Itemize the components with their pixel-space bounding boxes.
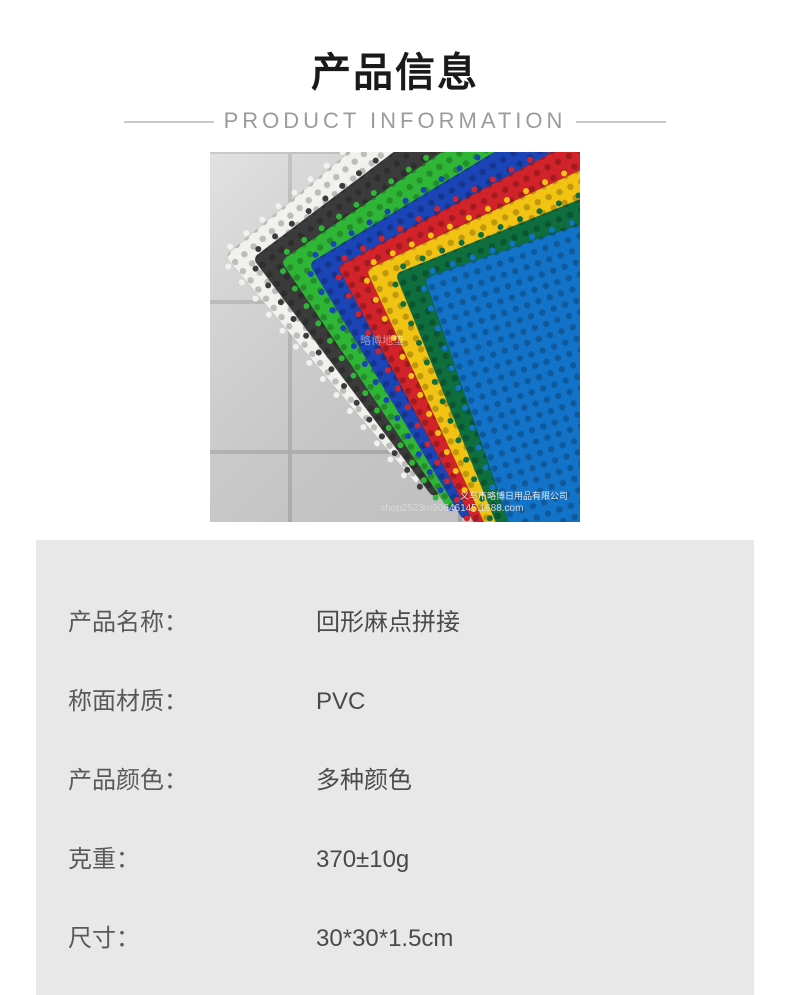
spec-value: 370±10g bbox=[316, 846, 409, 874]
watermark-center: 略博地垫 bbox=[360, 332, 404, 348]
spec-value: 多种颜色 bbox=[316, 760, 412, 795]
spec-row: 产品颜色：多种颜色 bbox=[36, 738, 754, 817]
watermark-url: shop2523m90646145.1688.com bbox=[380, 503, 523, 514]
spec-label: 称面材质： bbox=[68, 681, 316, 716]
spec-row: 称面材质：PVC bbox=[36, 659, 754, 738]
product-image: 略博地垫 义乌市略博日用品有限公司 shop2523m90646145.1688… bbox=[210, 152, 580, 522]
spec-label: 尺寸： bbox=[68, 918, 316, 953]
spec-value: 回形麻点拼接 bbox=[316, 602, 460, 637]
spec-label: 产品名称： bbox=[68, 602, 316, 637]
spec-label: 克重： bbox=[68, 839, 316, 874]
title-english: PRODUCT INFORMATION bbox=[224, 108, 567, 134]
spec-row: 产品名称：回形麻点拼接 bbox=[36, 580, 754, 659]
spec-row: 克重：370±10g bbox=[36, 817, 754, 896]
spec-row: 尺寸：30*30*1.5cm bbox=[36, 896, 754, 975]
spec-label: 产品颜色： bbox=[68, 760, 316, 795]
watermark-company: 义乌市略博日用品有限公司 bbox=[460, 489, 568, 502]
spec-value: 30*30*1.5cm bbox=[316, 925, 453, 953]
header: 产品信息 PRODUCT INFORMATION bbox=[0, 0, 790, 134]
spec-table: 产品名称：回形麻点拼接称面材质：PVC产品颜色：多种颜色克重：370±10g尺寸… bbox=[36, 540, 754, 995]
spec-value: PVC bbox=[316, 688, 365, 716]
title-chinese: 产品信息 bbox=[0, 40, 790, 98]
